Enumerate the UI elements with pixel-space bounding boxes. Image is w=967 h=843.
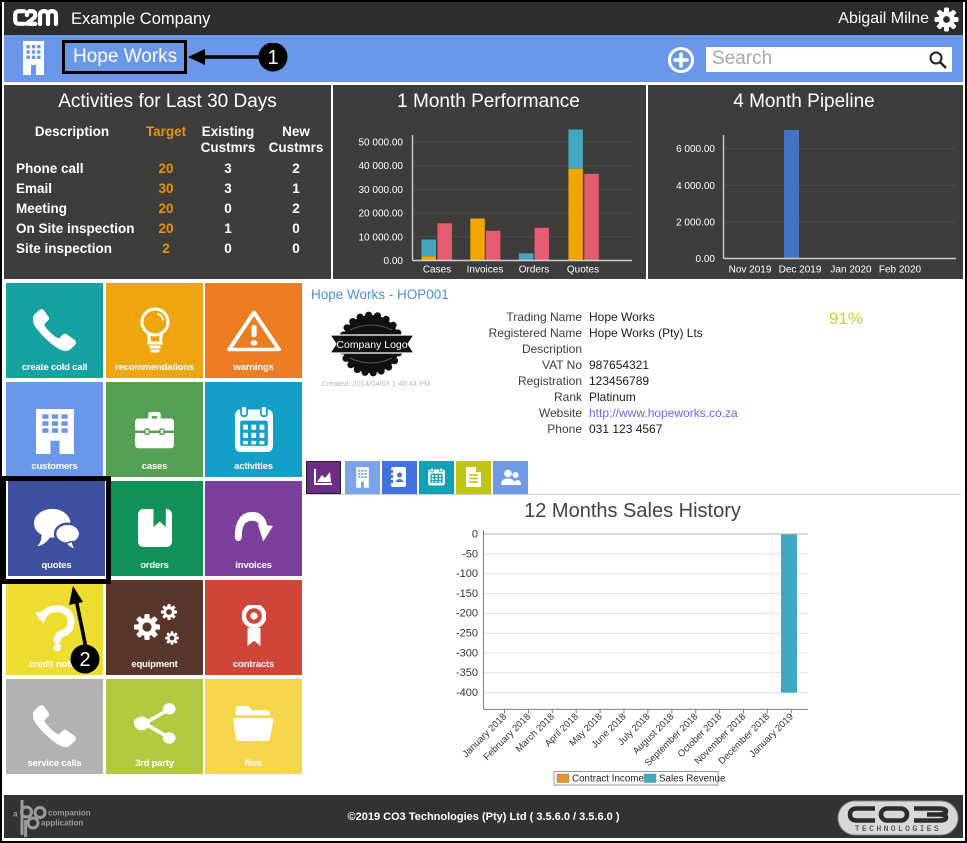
- svg-text:New: New: [282, 124, 310, 139]
- svg-text:Dec 2019: Dec 2019: [779, 265, 822, 276]
- svg-text:Cases: Cases: [423, 265, 451, 276]
- svg-text:On Site inspection: On Site inspection: [16, 221, 135, 236]
- svg-text:a: a: [13, 810, 18, 819]
- svg-text:2: 2: [292, 161, 300, 176]
- svg-text:0: 0: [292, 221, 300, 236]
- svg-text:4 000.00: 4 000.00: [676, 181, 715, 192]
- svg-text:Sales Revenue: Sales Revenue: [659, 774, 726, 785]
- svg-text:Meeting: Meeting: [16, 201, 67, 216]
- svg-text:1: 1: [292, 181, 300, 196]
- svg-text:1: 1: [224, 221, 232, 236]
- svg-text:20: 20: [158, 201, 173, 216]
- svg-text:-200: -200: [456, 608, 478, 620]
- svg-text:0: 0: [224, 241, 232, 256]
- svg-text:-50: -50: [462, 548, 478, 560]
- svg-text:-350: -350: [456, 667, 478, 679]
- svg-text:companion: companion: [48, 809, 91, 818]
- svg-text:1: 1: [267, 47, 278, 69]
- svg-text:Jan 2020: Jan 2020: [830, 265, 872, 276]
- svg-text:0: 0: [472, 529, 478, 541]
- svg-text:Quotes: Quotes: [567, 265, 599, 276]
- svg-text:Orders: Orders: [519, 265, 550, 276]
- svg-text:30 000.00: 30 000.00: [359, 185, 404, 196]
- svg-text:20: 20: [158, 161, 173, 176]
- svg-text:40 000.00: 40 000.00: [359, 161, 404, 172]
- svg-text:Company Logo: Company Logo: [336, 339, 407, 351]
- svg-text:0: 0: [292, 241, 300, 256]
- svg-text:Custmrs: Custmrs: [201, 140, 256, 155]
- svg-text:-100: -100: [456, 568, 478, 580]
- svg-text:Description: Description: [35, 124, 109, 139]
- svg-text:Target: Target: [146, 124, 187, 139]
- svg-text:3: 3: [224, 161, 232, 176]
- svg-text:0.00: 0.00: [696, 254, 716, 265]
- svg-text:2: 2: [79, 649, 90, 671]
- svg-text:TECHNOLOGIES: TECHNOLOGIES: [855, 825, 941, 834]
- svg-text:Email: Email: [16, 181, 52, 196]
- svg-text:-400: -400: [456, 687, 478, 699]
- svg-text:2: 2: [292, 201, 300, 216]
- svg-text:30: 30: [158, 181, 173, 196]
- svg-text:20: 20: [158, 221, 173, 236]
- svg-text:20 000.00: 20 000.00: [359, 209, 404, 220]
- svg-text:6 000.00: 6 000.00: [676, 144, 715, 155]
- svg-text:Existing: Existing: [202, 124, 255, 139]
- svg-text:Site inspection: Site inspection: [16, 241, 112, 256]
- svg-text:50 000.00: 50 000.00: [359, 138, 404, 149]
- svg-text:Nov 2019: Nov 2019: [729, 265, 772, 276]
- svg-text:0: 0: [224, 201, 232, 216]
- svg-text:Feb 2020: Feb 2020: [879, 265, 922, 276]
- svg-text:2: 2: [162, 241, 170, 256]
- svg-text:2 000.00: 2 000.00: [676, 218, 715, 229]
- svg-text:0.00: 0.00: [384, 256, 404, 267]
- svg-text:3: 3: [224, 181, 232, 196]
- svg-text:-150: -150: [456, 588, 478, 600]
- svg-text:application: application: [41, 819, 83, 828]
- svg-text:Contract Income: Contract Income: [572, 774, 644, 785]
- svg-text:Custmrs: Custmrs: [269, 140, 324, 155]
- svg-text:-250: -250: [456, 628, 478, 640]
- svg-text:-300: -300: [456, 647, 478, 659]
- svg-text:10 000.00: 10 000.00: [359, 232, 404, 243]
- svg-text:Invoices: Invoices: [467, 265, 504, 276]
- svg-text:Phone call: Phone call: [16, 161, 84, 176]
